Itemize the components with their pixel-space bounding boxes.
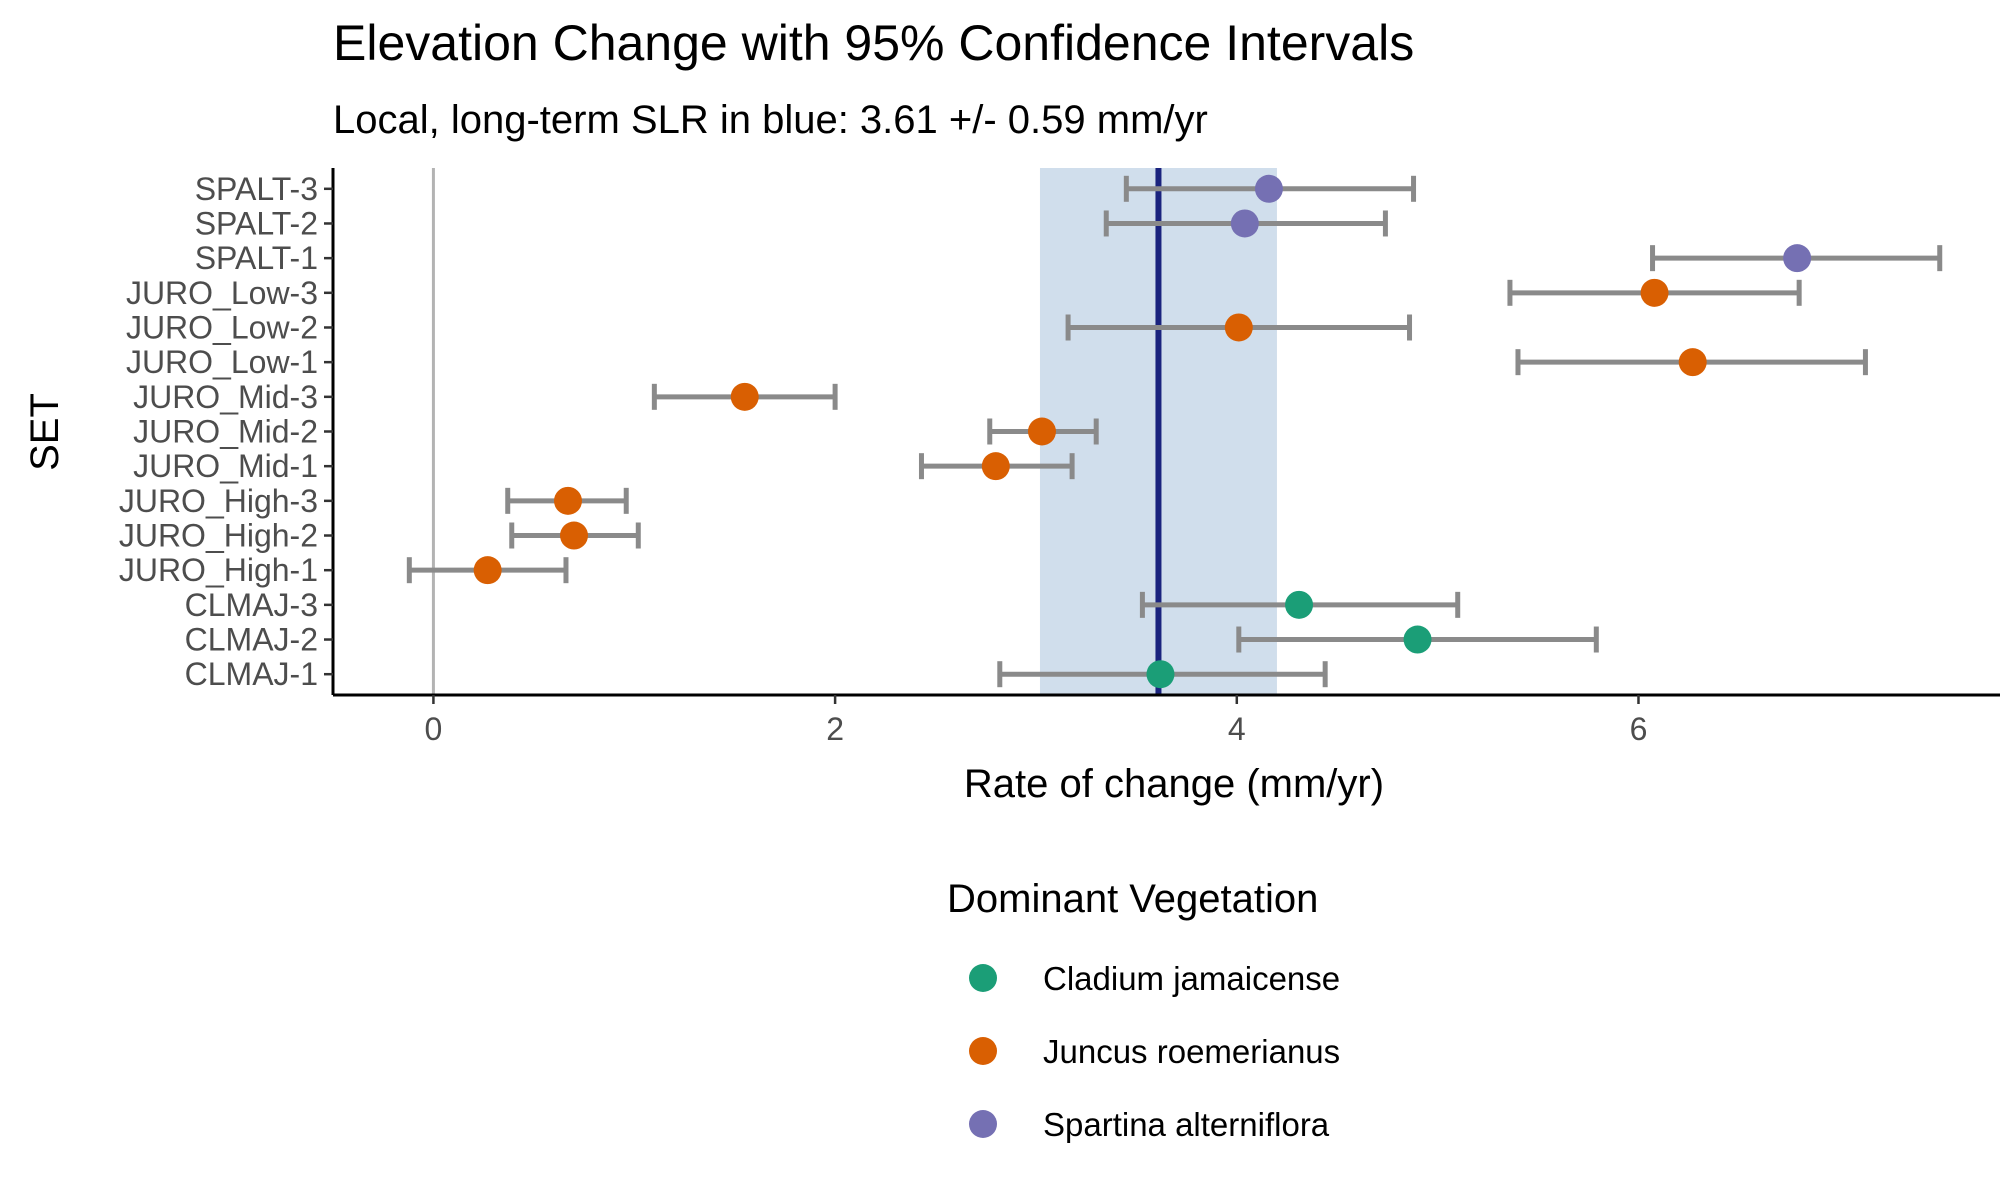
data-point xyxy=(1254,174,1283,203)
data-point xyxy=(1027,417,1056,446)
y-tick-label: SPALT-3 xyxy=(195,171,318,207)
data-point xyxy=(730,382,759,411)
y-tick-label: CLMAJ-3 xyxy=(185,587,318,623)
y-tick-label: JURO_High-3 xyxy=(119,483,318,519)
legend-key xyxy=(969,1037,997,1065)
y-tick-label: JURO_Mid-2 xyxy=(133,414,318,450)
data-point xyxy=(1146,660,1175,689)
chart-subtitle: Local, long-term SLR in blue: 3.61 +/- 0… xyxy=(333,98,1208,142)
data-point xyxy=(981,452,1010,481)
data-point xyxy=(1403,625,1432,654)
data-point xyxy=(1230,209,1259,238)
legend-title: Dominant Vegetation xyxy=(947,877,1318,921)
legend-label: Cladium jamaicense xyxy=(1043,960,1340,997)
y-tick-label: SPALT-1 xyxy=(195,240,318,276)
legend: Dominant Vegetation Cladium jamaicense Ju… xyxy=(947,877,1340,1143)
legend-key xyxy=(969,1110,997,1138)
x-axis-title: Rate of change (mm/yr) xyxy=(964,762,1384,806)
data-point xyxy=(1678,348,1707,377)
y-tick-label: JURO_Low-1 xyxy=(126,344,318,380)
data-point xyxy=(1224,313,1253,342)
data-point xyxy=(473,556,502,585)
legend-label: Spartina alterniflora xyxy=(1043,1106,1330,1143)
y-axis-title: SET xyxy=(23,393,67,471)
y-tick-label: JURO_High-2 xyxy=(119,518,318,554)
y-tick-label: JURO_Mid-3 xyxy=(133,379,318,415)
y-tick-label: JURO_Low-3 xyxy=(126,275,318,311)
data-point xyxy=(553,486,582,515)
chart-title: Elevation Change with 95% Confidence Int… xyxy=(333,15,1414,71)
x-tick-label: 2 xyxy=(826,711,844,747)
data-point xyxy=(1285,590,1314,619)
x-tick-label: 0 xyxy=(425,711,443,747)
x-tick-label: 4 xyxy=(1228,711,1246,747)
y-tick-label: JURO_Low-2 xyxy=(126,309,318,345)
plot-panel: 0 2 4 6CLMAJ-1CLMAJ-2CLMAJ-3JURO_High-1JURO… xyxy=(119,168,2000,747)
y-tick-label: SPALT-2 xyxy=(195,205,318,241)
y-tick-label: JURO_High-1 xyxy=(119,552,318,588)
legend-key xyxy=(969,964,997,992)
y-tick-label: CLMAJ-1 xyxy=(185,656,318,692)
data-point xyxy=(560,521,589,550)
data-point xyxy=(1640,278,1669,307)
data-point xyxy=(1783,244,1812,273)
legend-label: Juncus roemerianus xyxy=(1043,1033,1340,1070)
x-tick-label: 6 xyxy=(1630,711,1648,747)
y-tick-label: CLMAJ-2 xyxy=(185,622,318,658)
y-tick-label: JURO_Mid-1 xyxy=(133,448,318,484)
